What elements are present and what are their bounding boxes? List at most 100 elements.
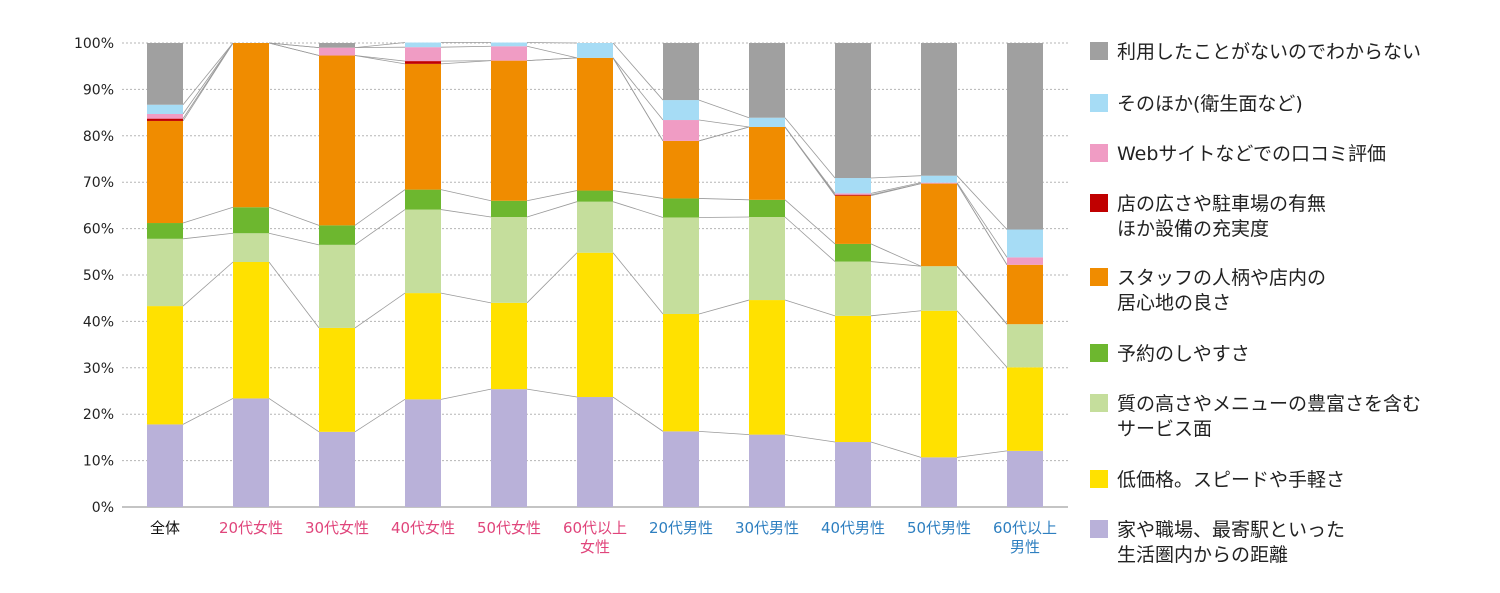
x-tick-label: 50代女性: [477, 519, 541, 537]
legend-swatch: [1090, 268, 1108, 286]
x-tick-label-line: 30代男性: [735, 519, 799, 537]
legend-swatch: [1090, 344, 1108, 362]
bar-segment: [835, 195, 871, 244]
bar-segment: [1007, 367, 1043, 451]
bar-segment: [491, 60, 527, 201]
bar-segment: [663, 140, 699, 199]
legend-label-line: 質の高さやメニューの豊富さを含む: [1117, 393, 1421, 415]
bar-segment: [663, 217, 699, 314]
bar-segment: [147, 113, 183, 119]
connector-line: [612, 57, 664, 142]
bar-segment: [749, 300, 785, 435]
bar-segment: [749, 199, 785, 217]
x-tick-label-line: 20代女性: [219, 519, 283, 537]
x-tick-label: 40代女性: [391, 519, 455, 537]
connector-line: [440, 60, 492, 65]
connector-line: [698, 126, 750, 142]
bar-segment: [405, 189, 441, 210]
connector-line: [784, 199, 836, 245]
connector-line: [870, 183, 922, 196]
bar-segment: [921, 183, 957, 267]
bar-segment: [835, 178, 871, 194]
x-tick-label-line: 40代男性: [821, 519, 885, 537]
x-tick-label-line: 20代男性: [649, 519, 713, 537]
bar-segment: [663, 120, 699, 141]
connector-line: [182, 42, 234, 115]
bar-segment: [147, 223, 183, 239]
bar-segment: [147, 424, 183, 507]
connector-line: [612, 201, 664, 218]
bar-segment: [577, 43, 613, 58]
bar-segment: [1007, 264, 1043, 325]
bar-segment: [405, 63, 441, 190]
bar-segment: [1007, 43, 1043, 230]
bar-segment: [835, 243, 871, 262]
connector-line: [268, 42, 320, 49]
legend-label-line: 店の広さや駐車場の有無: [1117, 193, 1326, 215]
bar-segment: [491, 302, 527, 390]
bar-segment: [835, 261, 871, 316]
connector-line: [440, 388, 492, 400]
connector-line: [182, 398, 234, 425]
connector-line: [268, 42, 320, 56]
connector-line: [354, 55, 406, 62]
connector-line: [182, 206, 234, 224]
connector-line: [526, 252, 578, 304]
bar-segment: [835, 442, 871, 507]
legend-label: 低価格。スピードや手軽さ: [1117, 469, 1345, 491]
connector-line: [784, 434, 836, 443]
connector-line: [956, 183, 1008, 266]
y-tick-label: 70%: [83, 175, 114, 191]
x-tick-label: 60代以上男性: [993, 519, 1057, 556]
connector-line: [698, 430, 750, 436]
connector-line: [698, 299, 750, 315]
x-tick-label-line: 女性: [580, 538, 610, 556]
connector-line: [784, 216, 836, 262]
connector-line: [354, 292, 406, 329]
x-tick-label-line: 50代男性: [907, 519, 971, 537]
connector-line: [870, 261, 922, 267]
bar-segment: [835, 43, 871, 179]
bar-segment: [233, 233, 269, 263]
bar-segment: [405, 293, 441, 400]
connector-line: [182, 232, 234, 240]
y-tick-label: 50%: [83, 268, 114, 284]
y-tick-label: 80%: [83, 129, 114, 145]
x-tick-label: 60代以上女性: [563, 519, 627, 556]
x-tick-label: 30代女性: [305, 519, 369, 537]
y-tick-label: 30%: [83, 361, 114, 377]
legend-label-line: 利用したことがないのでわからない: [1117, 41, 1421, 63]
connector-line: [526, 201, 578, 218]
bar-segment: [233, 207, 269, 234]
bar-segment: [491, 46, 527, 61]
bar-segment: [405, 61, 441, 64]
legend-swatch: [1090, 94, 1108, 112]
x-tick-label-line: 50代女性: [477, 519, 541, 537]
connector-line: [354, 209, 406, 246]
connector-line: [870, 182, 922, 194]
bar-segment: [835, 315, 871, 443]
bar-segment: [147, 306, 183, 425]
bar-segment: [147, 104, 183, 114]
bar-segment: [319, 431, 355, 507]
x-tick-label-line: 全体: [150, 519, 180, 537]
bar-segment: [921, 266, 957, 311]
bar-segment: [663, 43, 699, 101]
connector-line: [612, 252, 664, 315]
legend-label: 質の高さやメニューの豊富さを含むサービス面: [1117, 393, 1421, 440]
bar-segment: [405, 209, 441, 294]
bar-segment: [319, 327, 355, 432]
bar-segment: [147, 118, 183, 121]
x-tick-label: 50代男性: [907, 519, 971, 537]
legend-label-line: スタッフの人柄や店内の: [1117, 267, 1326, 289]
x-tick-label: 全体: [150, 519, 180, 537]
bar-segment: [577, 252, 613, 398]
legend-label-line: 生活圏内からの距離: [1117, 544, 1288, 566]
bar-segment: [1007, 450, 1043, 507]
y-tick-label: 60%: [83, 222, 114, 238]
bar-segment: [921, 43, 957, 176]
connector-line: [440, 189, 492, 202]
x-tick-label-line: 30代女性: [305, 519, 369, 537]
bar-segment: [1007, 324, 1043, 368]
connector-line: [526, 45, 578, 59]
